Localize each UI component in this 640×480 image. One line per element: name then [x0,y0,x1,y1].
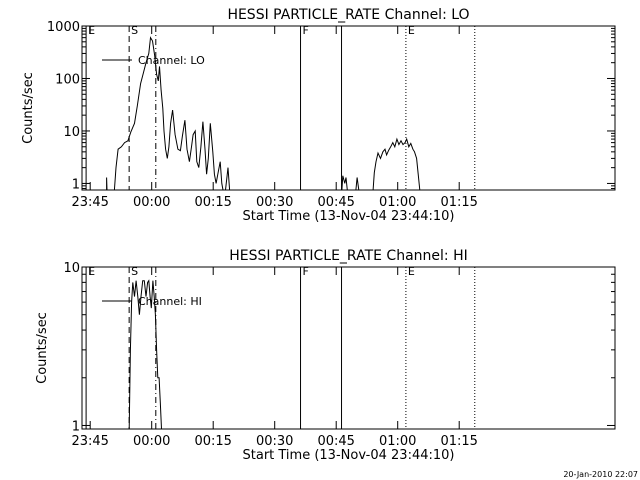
chart-lo-y-tick-label: 1000 [47,20,80,35]
chart-bottom: HESSI PARTICLE_RATE Channel: HI 1 10 23:45 0… [35,248,616,463]
chart-lo-series-line [372,137,421,191]
chart-lo-legend-label: Channel: LO [138,54,205,67]
chart-lo-marker-label: F [303,24,309,37]
chart-lo-series-line [113,36,224,191]
chart-hi-series-line [128,279,162,430]
footer-timestamp: 20-Jan-2010 22:07 [563,470,638,479]
chart-hi-x-tick-label: 01:15 [440,434,477,449]
chart-hi-x-tick-label: 00:30 [256,434,293,449]
chart-hi-x-tick-label: 00:00 [133,434,170,449]
chart-lo-x-tick-label: 00:15 [194,195,231,210]
chart-lo-marker-label: E [408,24,415,37]
chart-lo-y-tick-label: 100 [55,72,80,87]
chart-lo-y-tick-label: 1 [72,177,80,192]
chart-top: HESSI PARTICLE_RATE Channel: LO 1 10 100 100… [21,7,616,224]
chart-hi-y-tick-label: 1 [72,419,80,434]
chart-lo-marker-label: E [88,24,95,37]
chart-lo-series-line [355,177,360,191]
chart-hi-x-tick-label: 23:45 [71,434,108,449]
chart-hi-x-tick-label: 00:15 [194,434,231,449]
chart-lo-x-tick-label: 01:15 [440,195,477,210]
chart-lo-x-tick-label: 23:45 [71,195,108,210]
chart-hi-marker-label: F [303,265,309,278]
chart-lo-x-tick-label: 00:30 [256,195,293,210]
chart-hi-legend-label: Channel: HI [138,295,202,308]
chart-lo-plot-frame [81,25,616,191]
chart-lo-x-tick-label: 00:45 [317,195,354,210]
chart-lo-x-tick-label: 01:00 [379,195,416,210]
chart-hi-plot-frame [81,266,616,430]
chart-hi-y-tick-label: 10 [63,261,80,276]
chart-lo-marker-label: S [131,24,138,37]
chart-lo-y-tick-label: 10 [63,125,80,140]
chart-lo-x-tick-label: 00:00 [133,195,170,210]
chart-hi-marker-label: E [88,265,95,278]
chart-hi-x-tick-label: 01:00 [379,434,416,449]
chart-lo-x-axis-label: Start Time (13-Nov-04 23:44:10) [243,209,455,224]
chart-lo-series-line [225,167,231,191]
chart-hi-x-tick-label: 00:45 [317,434,354,449]
chart-hi-title: HESSI PARTICLE_RATE Channel: HI [229,248,467,264]
chart-hi-marker-label: E [408,265,415,278]
chart-hi-marker-label: S [131,265,138,278]
chart-lo-y-axis-label: Counts/sec [21,72,36,144]
chart-lo-series-line [341,175,348,191]
chart-hi-x-axis-label: Start Time (13-Nov-04 23:44:10) [243,448,455,463]
chart-hi-y-axis-label: Counts/sec [35,312,50,384]
chart-lo-title: HESSI PARTICLE_RATE Channel: LO [227,7,469,23]
